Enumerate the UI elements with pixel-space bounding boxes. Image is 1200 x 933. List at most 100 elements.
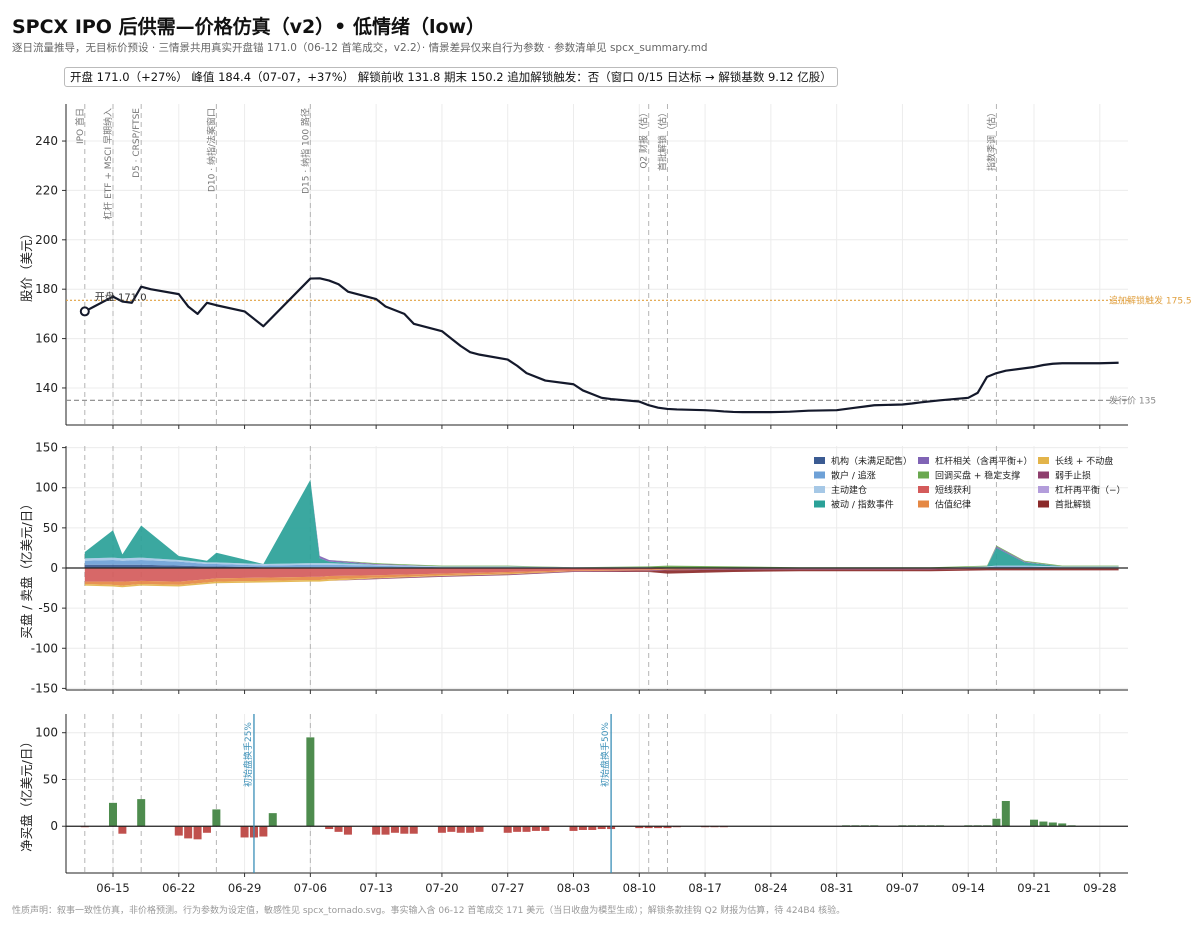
y-tick-label: -100 <box>31 641 58 655</box>
net-buy-bar <box>588 826 597 830</box>
y-tick-label: 100 <box>35 726 58 740</box>
net-buy-bar <box>334 826 343 832</box>
net-buy-bar <box>1058 823 1067 827</box>
legend-swatch <box>1038 486 1049 493</box>
net-buy-bar <box>663 826 672 829</box>
net-buy-bar <box>522 826 531 832</box>
net-buy-bar <box>466 826 475 833</box>
y-tick-label: -150 <box>31 681 58 695</box>
net-buy-bar <box>184 826 193 839</box>
net-buy-bar <box>118 826 127 834</box>
x-tick-label: 07-20 <box>425 881 458 895</box>
net-buy-bar <box>597 826 606 830</box>
y-tick-label: 0 <box>50 819 58 833</box>
net-buy-bar <box>306 737 315 827</box>
net-buy-bar <box>1030 819 1039 827</box>
net-buy-bar <box>475 826 484 832</box>
legend-label: 杠杆相关（含再平衡+） <box>935 455 1033 467</box>
net-buy-bar <box>513 826 522 832</box>
y-tick-label: 160 <box>35 332 58 346</box>
legend-swatch <box>814 500 825 508</box>
y-tick-label: 200 <box>35 233 58 247</box>
open-marker <box>79 306 90 317</box>
legend-swatch <box>814 486 825 493</box>
net-buy-bar <box>447 826 456 832</box>
net-buy-bar <box>108 802 117 827</box>
x-tick-label: 09-28 <box>1083 881 1116 895</box>
legend-swatch <box>814 471 825 479</box>
legend-label: 主动建仓 <box>831 484 867 496</box>
net-buy-bar <box>569 826 578 831</box>
chart-figure: 140 160 180 200 220 240 股价（美元） 追加解锁触发 175.5 发行价 … <box>19 104 1192 895</box>
page-title: SPCX IPO 后供需—价格仿真（v2）• 低情绪（low） <box>12 16 486 38</box>
area-sell-series <box>84 568 1119 588</box>
net-buy-bar <box>202 826 211 833</box>
legend-swatch <box>1038 500 1049 508</box>
area-buy-series <box>84 559 1119 568</box>
legend-swatch <box>918 471 929 479</box>
net-buy-bar <box>456 826 465 833</box>
net-buy-bar <box>372 826 381 835</box>
event-label: 首批解锁（估） <box>656 108 668 171</box>
net-buy-bar <box>400 826 409 834</box>
net-buy-bar <box>654 826 663 829</box>
event-label: D15 · 纳指 100 路径 <box>299 108 311 194</box>
net-buy-bar <box>1001 800 1010 827</box>
x-tick-label: 08-17 <box>688 881 721 895</box>
legend-label: 短线获利 <box>935 484 971 496</box>
price-line <box>84 277 1119 414</box>
net-buy-bar <box>174 826 183 836</box>
net-buy-bar <box>268 813 277 827</box>
legend-swatch <box>918 500 929 508</box>
y-axis-label: 买盘 / 卖盘（亿美元/日） <box>19 497 34 638</box>
y-tick-label: 220 <box>35 183 58 197</box>
net-buy-bar <box>644 826 653 829</box>
legend-label: 回调买盘 + 稳定支撑 <box>935 470 1020 482</box>
y-tick-label: -50 <box>38 601 58 615</box>
net-buy-bar <box>259 826 268 837</box>
area-sell-series <box>84 568 1119 582</box>
net-buy-bar <box>240 826 249 838</box>
x-tick-label: 08-10 <box>623 881 656 895</box>
open-marker-label: 开盘 171.0 <box>95 290 147 303</box>
net-buy-bar <box>390 826 399 833</box>
event-label: D10 · 纳指/法案窗口 <box>205 108 217 192</box>
panel-1: 140 160 180 200 220 240 股价（美元） 追加解锁触发 175.5 发行价 … <box>19 104 1192 426</box>
legend-swatch <box>1038 471 1049 479</box>
page-subtitle: 逐日流量推导，无目标价预设 · 三情景共用真实开盘锚 171.0（06-12 首… <box>12 42 708 54</box>
event-label: 杠杆 ETF + MSCI 早期纳入 <box>102 108 114 220</box>
x-tick-label: 07-27 <box>491 881 524 895</box>
legend-label: 机构（未满足配售） <box>831 455 912 467</box>
legend-swatch <box>918 457 929 464</box>
y-tick-label: 140 <box>35 381 58 395</box>
net-buy-bar <box>381 826 390 835</box>
y-tick-label: 50 <box>43 772 58 786</box>
net-buy-bar <box>193 826 202 840</box>
legend-label: 估值纪律 <box>935 499 971 511</box>
x-tick-label: 08-24 <box>754 881 787 895</box>
area-buy-series <box>84 479 1119 568</box>
x-tick-label: 06-29 <box>228 881 261 895</box>
event-label: 指数季调（估） <box>985 108 997 171</box>
handover-label: 初始盘换手25% <box>242 722 254 787</box>
footer-disclaimer: 性质声明：叙事一致性仿真，非价格预测。行为参数为设定值，敏感性见 spcx_to… <box>12 906 846 916</box>
net-buy-bar <box>437 826 446 833</box>
x-tick-label: 06-22 <box>162 881 195 895</box>
area-sell-series <box>84 568 1119 586</box>
legend-label: 被动 / 指数事件 <box>831 499 894 511</box>
y-tick-label: 50 <box>43 521 58 535</box>
panel-3: 100 50 0 净买盘（亿美元/日） 初始盘换手25% 初始盘换手50% <box>19 714 1128 874</box>
event-label: Q2 财报（估） <box>638 108 650 169</box>
net-buy-bar <box>137 799 146 827</box>
x-tick-label: 09-14 <box>952 881 985 895</box>
net-buy-bar <box>1039 821 1048 827</box>
y-tick-label: 180 <box>35 282 58 296</box>
summary-info-box: 开盘 171.0（+27%） 峰值 184.4（07-07，+37%） 解锁前收… <box>64 67 838 87</box>
x-tick-label: 07-13 <box>359 881 392 895</box>
handover-label: 初始盘换手50% <box>599 722 611 787</box>
net-buy-bar <box>635 826 644 829</box>
legend-swatch <box>918 486 929 493</box>
legend-label: 杠杆再平衡（−） <box>1055 484 1126 496</box>
x-tick-label: 08-31 <box>820 881 853 895</box>
